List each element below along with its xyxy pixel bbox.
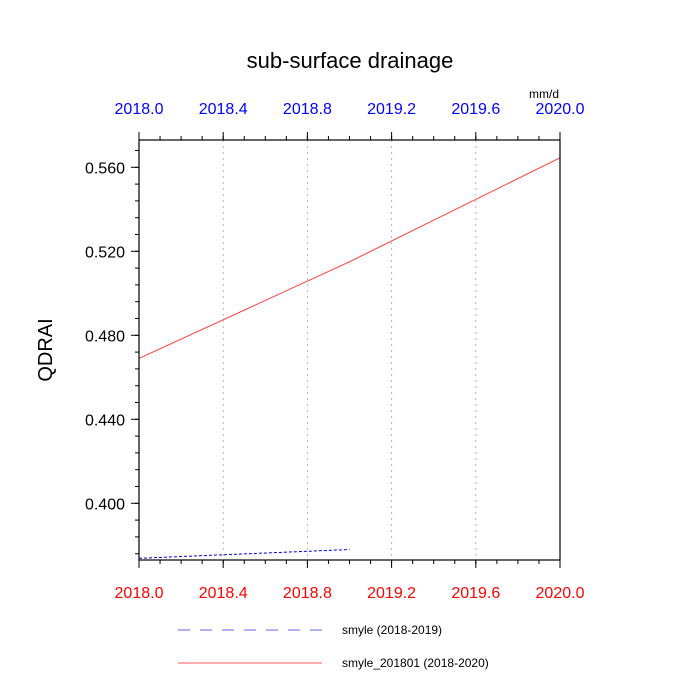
y-tick-label: 0.440 bbox=[85, 412, 125, 429]
chart-title: sub-surface drainage bbox=[247, 48, 454, 73]
x-tick-label-bottom: 2020.0 bbox=[536, 585, 585, 602]
y-tick-label: 0.400 bbox=[85, 496, 125, 513]
y-tick-label: 0.560 bbox=[85, 160, 125, 177]
plot-frame bbox=[138, 139, 561, 561]
y-tick-label: 0.520 bbox=[85, 244, 125, 261]
x-tick-label-top: 2019.6 bbox=[451, 101, 500, 118]
x-tick-label-bottom: 2019.2 bbox=[367, 585, 416, 602]
y-axis-label: QDRAI bbox=[35, 318, 57, 381]
x-tick-label-top: 2020.0 bbox=[536, 101, 585, 118]
series-line-2 bbox=[138, 157, 561, 359]
x-tick-label-top: 2018.4 bbox=[199, 101, 248, 118]
x-tick-label-top: 2018.0 bbox=[115, 101, 164, 118]
series-group bbox=[138, 157, 561, 559]
x-tick-label-top: 2019.2 bbox=[367, 101, 416, 118]
legend-label-2: smyle_201801 (2018-2020) bbox=[342, 656, 489, 670]
x-tick-label-top: 2018.8 bbox=[283, 101, 332, 118]
x-tick-label-bottom: 2018.0 bbox=[115, 585, 164, 602]
series-line-1 bbox=[138, 549, 350, 559]
y-tick-label: 0.480 bbox=[85, 328, 125, 345]
x-tick-label-bottom: 2019.6 bbox=[451, 585, 500, 602]
units-label: mm/d bbox=[529, 87, 559, 101]
legend: smyle (2018-2019) smyle_201801 (2018-2020… bbox=[178, 623, 489, 670]
legend-label-1: smyle (2018-2019) bbox=[342, 623, 442, 637]
grid bbox=[222, 140, 477, 560]
x-tick-label-bottom: 2018.4 bbox=[199, 585, 248, 602]
ticks bbox=[131, 132, 561, 568]
tick-labels: 2018.0 2018.0 2018.4 2018.4 2018.8 2018.8 2019… bbox=[85, 101, 585, 602]
x-tick-label-bottom: 2018.8 bbox=[283, 585, 332, 602]
